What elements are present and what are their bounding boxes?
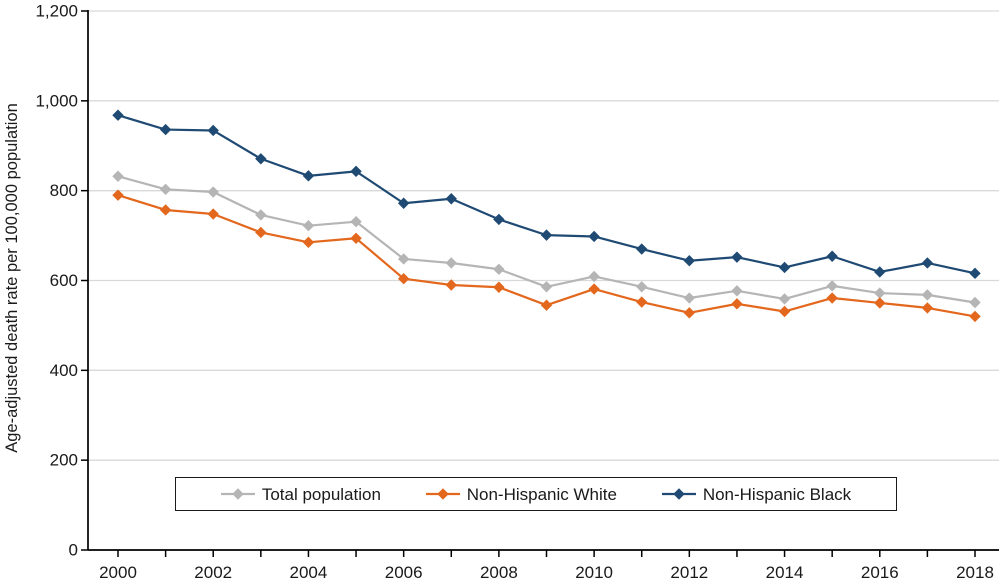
x-tick-label: 2008 (480, 563, 518, 582)
data-point-non-hispanic-black-2003 (255, 153, 267, 165)
data-point-non-hispanic-black-2007 (445, 193, 457, 205)
data-point-non-hispanic-white-2013 (731, 298, 743, 310)
legend-item-non-hispanic-black: Non-Hispanic Black (661, 484, 852, 504)
axes (81, 10, 999, 557)
data-point-total-population-2003 (255, 209, 267, 221)
legend-item-non-hispanic-white: Non-Hispanic White (425, 484, 617, 504)
legend-item-total-population: Total population (220, 484, 381, 504)
x-tick-label: 2006 (385, 563, 423, 582)
x-tick-label: 2004 (290, 563, 328, 582)
data-point-total-population-2007 (445, 257, 457, 269)
y-tick-label: 1,000 (35, 91, 78, 110)
data-point-non-hispanic-white-2005 (350, 232, 362, 244)
data-point-non-hispanic-white-2014 (778, 305, 791, 318)
x-axis-tick-labels: 2000 2002 2004 2006 2008 2010 2012 2014 2016 2018 (99, 563, 994, 582)
data-point-total-population-2004 (302, 220, 315, 232)
data-point-non-hispanic-white-2004 (302, 236, 315, 249)
data-point-non-hispanic-white-2016 (874, 297, 886, 309)
data-point-non-hispanic-white-2009 (540, 299, 553, 311)
y-tick-label: 400 (50, 361, 78, 380)
legend-marker-non-hispanic-white-icon (425, 488, 460, 500)
data-point-non-hispanic-white-2012 (683, 307, 696, 319)
data-point-non-hispanic-black-2009 (540, 229, 553, 241)
x-tick-label: 2012 (670, 563, 708, 582)
y-axis-title: Age-adjusted death rate per 100,000 popu… (3, 103, 21, 453)
data-point-non-hispanic-white-2017 (921, 302, 934, 314)
data-point-total-population-2015 (826, 280, 838, 292)
data-point-non-hispanic-black-2018 (969, 267, 981, 280)
y-tick-label: 200 (50, 451, 78, 470)
data-point-non-hispanic-black-2004 (302, 170, 315, 182)
data-point-non-hispanic-black-2016 (874, 266, 886, 278)
data-point-total-population-2001 (159, 183, 172, 196)
x-tick-label: 2002 (194, 563, 232, 582)
data-point-total-population-2005 (350, 215, 362, 228)
x-tick-label: 2000 (99, 563, 137, 582)
data-point-non-hispanic-white-2015 (826, 292, 838, 304)
y-tick-label: 0 (69, 541, 78, 560)
data-point-non-hispanic-black-2013 (731, 251, 743, 263)
series-line-non-hispanic-white (117, 194, 976, 318)
gridlines (88, 10, 999, 461)
data-point-total-population-2011 (636, 281, 648, 293)
data-point-total-population-2016 (874, 287, 886, 299)
data-point-total-population-2010 (588, 270, 600, 283)
data-point-non-hispanic-black-2008 (493, 213, 505, 226)
x-tick-label: 2014 (766, 563, 804, 582)
data-point-total-population-2008 (493, 263, 505, 275)
data-point-total-population-2012 (683, 292, 696, 304)
x-tick-label: 2016 (861, 563, 899, 582)
data-point-non-hispanic-white-2000 (112, 189, 124, 201)
data-point-non-hispanic-black-2011 (636, 243, 648, 255)
y-tick-label: 600 (50, 271, 78, 290)
series-total-population (112, 170, 981, 309)
y-tick-label: 800 (50, 181, 78, 200)
data-point-non-hispanic-white-2010 (588, 283, 600, 295)
data-point-non-hispanic-black-2015 (826, 250, 838, 262)
series-non-hispanic-black (112, 109, 981, 280)
data-point-non-hispanic-black-2000 (112, 109, 124, 121)
y-axis-tick-labels: 0 200 400 600 800 1,000 1,200 (35, 2, 78, 560)
data-point-non-hispanic-black-2006 (397, 197, 410, 209)
x-tick-label: 2010 (575, 563, 613, 582)
data-point-non-hispanic-white-2002 (207, 208, 219, 220)
data-point-non-hispanic-white-2003 (255, 226, 267, 239)
data-point-non-hispanic-white-2011 (636, 296, 648, 308)
data-point-non-hispanic-white-2018 (969, 310, 981, 323)
series-line-non-hispanic-black (117, 114, 976, 275)
legend-label: Non-Hispanic White (466, 484, 617, 504)
data-point-non-hispanic-white-2006 (397, 273, 410, 285)
data-point-total-population-2017 (921, 289, 934, 301)
data-point-total-population-2013 (731, 285, 743, 297)
data-point-non-hispanic-black-2017 (921, 257, 934, 269)
data-point-non-hispanic-black-2012 (683, 255, 696, 267)
data-point-non-hispanic-white-2001 (159, 204, 172, 216)
data-point-total-population-2002 (207, 186, 219, 198)
legend-marker-total-population-icon (220, 488, 255, 500)
data-point-non-hispanic-black-2010 (588, 230, 600, 243)
legend-label: Total population (261, 484, 381, 504)
data-point-non-hispanic-black-2005 (350, 165, 362, 178)
y-tick-label: 1,200 (35, 2, 78, 21)
x-tick-label: 2018 (956, 563, 994, 582)
data-point-total-population-2014 (778, 293, 791, 305)
data-point-non-hispanic-white-2007 (445, 279, 457, 291)
legend-label: Non-Hispanic Black (702, 484, 852, 504)
series-non-hispanic-white (112, 189, 981, 323)
legend: Total population Non-Hispanic White Non-Hi… (175, 477, 897, 511)
data-series (112, 109, 981, 323)
data-point-total-population-2000 (112, 170, 124, 182)
data-point-total-population-2006 (397, 253, 410, 265)
data-point-non-hispanic-black-2001 (159, 123, 172, 136)
data-point-non-hispanic-black-2014 (778, 261, 791, 274)
legend-marker-non-hispanic-black-icon (661, 488, 696, 500)
data-point-non-hispanic-black-2002 (207, 124, 219, 137)
data-point-total-population-2018 (969, 296, 981, 309)
data-point-non-hispanic-white-2008 (493, 281, 505, 293)
data-point-total-population-2009 (540, 281, 553, 293)
